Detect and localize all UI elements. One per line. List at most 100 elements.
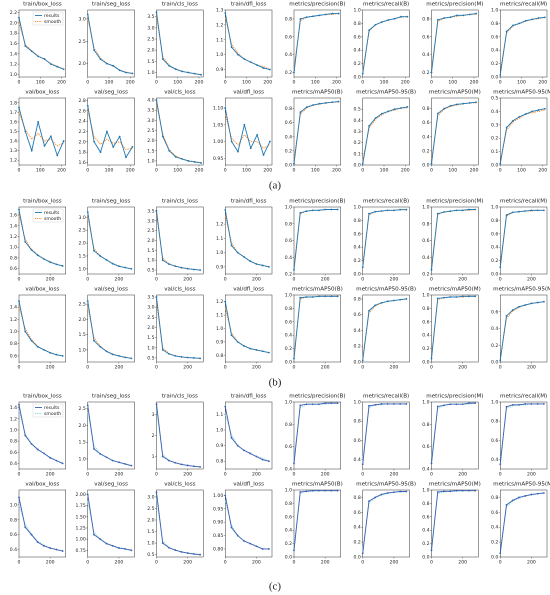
x-tick-label: 100 xyxy=(105,80,114,86)
smooth-line xyxy=(362,491,407,550)
x-tick-label: 200 xyxy=(46,472,55,478)
chart-title: metrics/mAP50(M) xyxy=(429,90,481,96)
smooth-line xyxy=(87,411,132,466)
x-tick-label: 200 xyxy=(46,277,55,283)
point xyxy=(168,64,171,67)
point xyxy=(380,403,383,405)
smooth-line xyxy=(362,16,408,71)
smooth-line xyxy=(499,109,545,162)
point xyxy=(505,30,508,33)
y-tick-label: 0.6 xyxy=(422,444,429,450)
chart-title: metrics/mAP50(B) xyxy=(292,482,343,488)
x-tick-label: 200 xyxy=(458,472,467,478)
smooth-line xyxy=(87,18,133,74)
point xyxy=(374,210,377,213)
x-tick-label: 0 xyxy=(293,365,296,371)
smooth-line xyxy=(431,209,476,266)
smooth-line xyxy=(156,16,202,75)
point xyxy=(518,305,520,308)
x-tick-label: 0 xyxy=(361,560,364,566)
point xyxy=(337,12,340,15)
y-tick-label: 3.5 xyxy=(147,208,154,214)
y-tick-label: 3.0 xyxy=(78,215,85,221)
point xyxy=(331,12,334,15)
results-line xyxy=(156,99,202,164)
results-line xyxy=(224,406,269,462)
point xyxy=(405,208,408,211)
point xyxy=(261,548,264,550)
y-tick-label: 0.4 xyxy=(491,525,498,531)
y-tick-label: 0.4 xyxy=(285,528,292,534)
point xyxy=(524,113,527,115)
chart-title: val/dfl_loss xyxy=(233,287,264,293)
y-tick-label: 1.50 xyxy=(76,514,86,520)
y-tick-label: 3.0 xyxy=(147,118,154,124)
point xyxy=(43,544,45,547)
point xyxy=(361,359,364,362)
point xyxy=(468,13,471,16)
point xyxy=(249,452,252,455)
x-tick-label: 100 xyxy=(517,80,526,86)
point xyxy=(542,300,545,303)
y-tick-label: 1.0 xyxy=(422,293,429,299)
smooth-line xyxy=(362,403,407,460)
plot-frame xyxy=(293,206,341,275)
point xyxy=(361,162,364,165)
x-tick-label: 0 xyxy=(224,168,227,174)
y-tick-label: 0.5 xyxy=(147,552,154,558)
point xyxy=(174,461,177,464)
y-tick-label: 1.00 xyxy=(76,537,86,543)
point xyxy=(112,146,115,148)
point xyxy=(243,255,245,258)
x-tick-label: 200 xyxy=(57,80,66,86)
y-tick-label: 0.4 xyxy=(353,328,360,334)
y-tick-label: 0.4 xyxy=(285,255,292,261)
point xyxy=(299,211,302,214)
point xyxy=(180,463,183,466)
x-tick-label: 0 xyxy=(86,560,89,566)
smooth-line xyxy=(362,107,408,161)
smooth-line xyxy=(431,295,476,356)
point xyxy=(536,209,539,212)
y-tick-label: 0.5 xyxy=(491,96,498,102)
point xyxy=(443,211,445,213)
point xyxy=(468,295,470,298)
point xyxy=(518,210,520,213)
x-tick-label: 0 xyxy=(18,80,21,86)
x-tick-label: 200 xyxy=(126,80,135,86)
smooth-line xyxy=(499,16,545,72)
x-tick-label: 0 xyxy=(155,365,158,371)
x-tick-label: 0 xyxy=(361,80,364,86)
y-tick-label: 0.0 xyxy=(491,360,498,366)
results-line xyxy=(293,402,338,464)
point xyxy=(400,15,402,18)
point xyxy=(174,265,177,268)
plot-frame xyxy=(431,401,479,470)
point xyxy=(455,489,458,492)
y-tick-label: 0.4 xyxy=(491,245,498,251)
y-tick-label: 0.2 xyxy=(491,258,498,264)
point xyxy=(86,104,89,107)
plot-frame xyxy=(87,97,135,166)
point xyxy=(267,460,270,463)
plot-frame xyxy=(362,97,410,166)
y-tick-label: 0.6 xyxy=(285,319,292,325)
plot-frame xyxy=(293,9,341,78)
plot-frame xyxy=(293,401,341,470)
point xyxy=(111,353,114,356)
point xyxy=(118,461,120,464)
results-line xyxy=(362,16,408,74)
point xyxy=(18,106,20,109)
y-tick-label: 0.6 xyxy=(422,514,429,520)
point xyxy=(111,544,114,547)
point xyxy=(105,62,108,65)
point xyxy=(443,490,445,493)
y-tick-label: 0.8 xyxy=(216,459,223,465)
chart-title: train/dfl_loss xyxy=(231,2,267,8)
x-tick-label: 200 xyxy=(57,168,66,174)
x-tick-label: 0 xyxy=(224,560,227,566)
point xyxy=(505,315,508,317)
y-tick-label: 1.5 xyxy=(147,59,154,65)
point xyxy=(318,14,321,17)
